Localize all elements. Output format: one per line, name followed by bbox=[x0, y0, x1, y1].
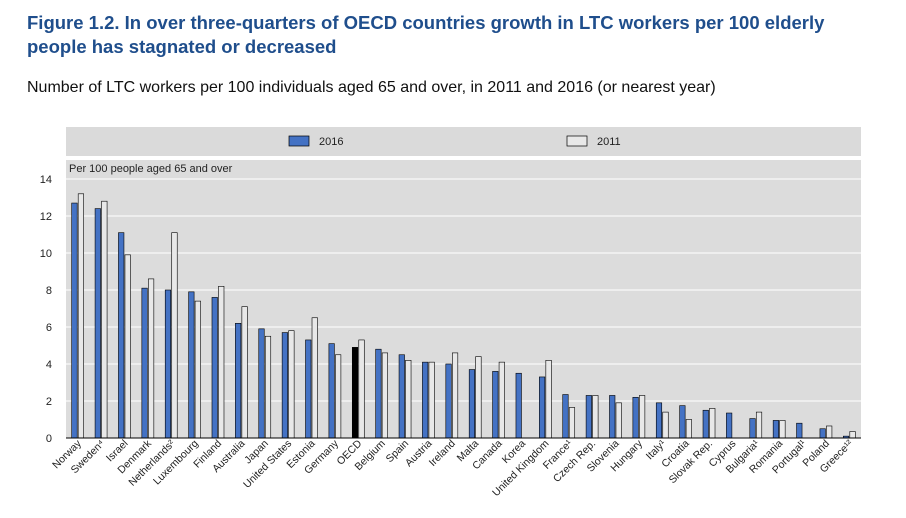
legend-swatch-2011 bbox=[566, 135, 588, 147]
y-tick-label: 6 bbox=[46, 322, 52, 334]
y-tick-label: 10 bbox=[40, 248, 52, 260]
bar-2016-11 bbox=[328, 343, 335, 439]
y-tick-label: 0 bbox=[46, 433, 52, 445]
plot-area bbox=[66, 160, 861, 438]
legend-label-2016: 2016 bbox=[319, 136, 343, 148]
bar-2016-8 bbox=[258, 328, 265, 439]
bar-2016-10 bbox=[305, 339, 312, 439]
bar-2016-18 bbox=[492, 371, 499, 439]
bar-2011-3 bbox=[148, 278, 155, 439]
bar-2016-12 bbox=[351, 347, 359, 439]
bar-2016-27 bbox=[702, 409, 709, 439]
bar-2016-13 bbox=[375, 348, 382, 439]
bar-2016-28 bbox=[726, 412, 733, 439]
bar-2016-31 bbox=[796, 422, 803, 439]
bar-2016-24 bbox=[632, 396, 639, 439]
bar-2016-22 bbox=[585, 395, 592, 439]
bar-2016-14 bbox=[398, 354, 405, 439]
bar-2011-22 bbox=[592, 395, 599, 439]
bar-2011-21 bbox=[568, 407, 576, 439]
bar-2016-29 bbox=[749, 418, 756, 439]
legend-swatch-2016 bbox=[288, 135, 310, 147]
bar-2016-3 bbox=[141, 287, 148, 439]
bar-2011-2 bbox=[124, 254, 131, 439]
bar-2011-5 bbox=[194, 300, 201, 439]
bar-2016-26 bbox=[679, 405, 686, 439]
bar-2011-33 bbox=[849, 431, 856, 439]
figure-subtitle: Number of LTC workers per 100 individual… bbox=[27, 79, 716, 96]
bar-2016-25 bbox=[655, 402, 663, 439]
bar-2011-13 bbox=[381, 352, 388, 439]
bar-2011-1 bbox=[101, 200, 108, 439]
bar-2011-30 bbox=[779, 420, 786, 439]
bar-2011-23 bbox=[615, 402, 622, 439]
bar-2011-11 bbox=[335, 354, 342, 439]
bar-2016-16 bbox=[445, 363, 452, 439]
bar-2011-6 bbox=[218, 285, 225, 439]
y-axis-unit-label: Per 100 people aged 65 and over bbox=[69, 163, 233, 175]
legend-label-2011: 2011 bbox=[597, 136, 621, 148]
bar-2011-15 bbox=[428, 361, 435, 439]
bar-2016-9 bbox=[281, 332, 288, 439]
bar-2016-20 bbox=[539, 376, 546, 439]
y-tick-label: 4 bbox=[46, 359, 52, 371]
legend-band bbox=[66, 127, 861, 156]
bar-2011-18 bbox=[498, 361, 505, 439]
bar-2011-25 bbox=[662, 411, 669, 439]
bar-2011-8 bbox=[264, 335, 272, 439]
bar-2011-20 bbox=[545, 359, 552, 439]
bar-2016-17 bbox=[468, 369, 475, 439]
bar-2011-14 bbox=[405, 359, 412, 439]
x-tick-label: Ireland bbox=[427, 438, 458, 469]
bar-2016-32 bbox=[819, 428, 826, 439]
bar-2011-7 bbox=[241, 306, 248, 439]
bar-2016-7 bbox=[235, 322, 242, 439]
y-tick-label: 12 bbox=[40, 211, 52, 223]
y-tick-label: 8 bbox=[46, 285, 52, 297]
y-tick-label: 14 bbox=[40, 174, 52, 186]
bar-2011-32 bbox=[826, 425, 833, 439]
y-tick-label: 2 bbox=[46, 396, 52, 408]
bar-2011-17 bbox=[475, 356, 482, 439]
bar-2016-21 bbox=[562, 394, 569, 439]
bar-2016-0 bbox=[71, 202, 78, 439]
bar-2016-30 bbox=[772, 420, 779, 439]
bar-2016-1 bbox=[94, 208, 101, 439]
figure-title: Figure 1.2. In over three-quarters of OE… bbox=[27, 12, 825, 57]
bar-2011-16 bbox=[452, 352, 459, 439]
bar-2016-6 bbox=[211, 297, 218, 439]
bar-2016-4 bbox=[164, 289, 172, 439]
bar-2011-9 bbox=[288, 330, 295, 439]
bar-2016-23 bbox=[609, 395, 616, 439]
bar-2011-29 bbox=[755, 411, 763, 439]
bar-2011-12 bbox=[358, 339, 365, 439]
bar-2016-5 bbox=[188, 291, 195, 439]
bar-2016-2 bbox=[118, 232, 125, 439]
bar-2011-4 bbox=[171, 232, 178, 439]
bar-2011-26 bbox=[685, 419, 692, 439]
bar-2011-24 bbox=[639, 395, 646, 439]
bar-2016-15 bbox=[422, 361, 429, 439]
bar-2011-0 bbox=[77, 193, 84, 439]
bar-2016-19 bbox=[515, 372, 522, 439]
bar-2011-27 bbox=[709, 408, 716, 439]
bar-2011-10 bbox=[311, 317, 318, 439]
